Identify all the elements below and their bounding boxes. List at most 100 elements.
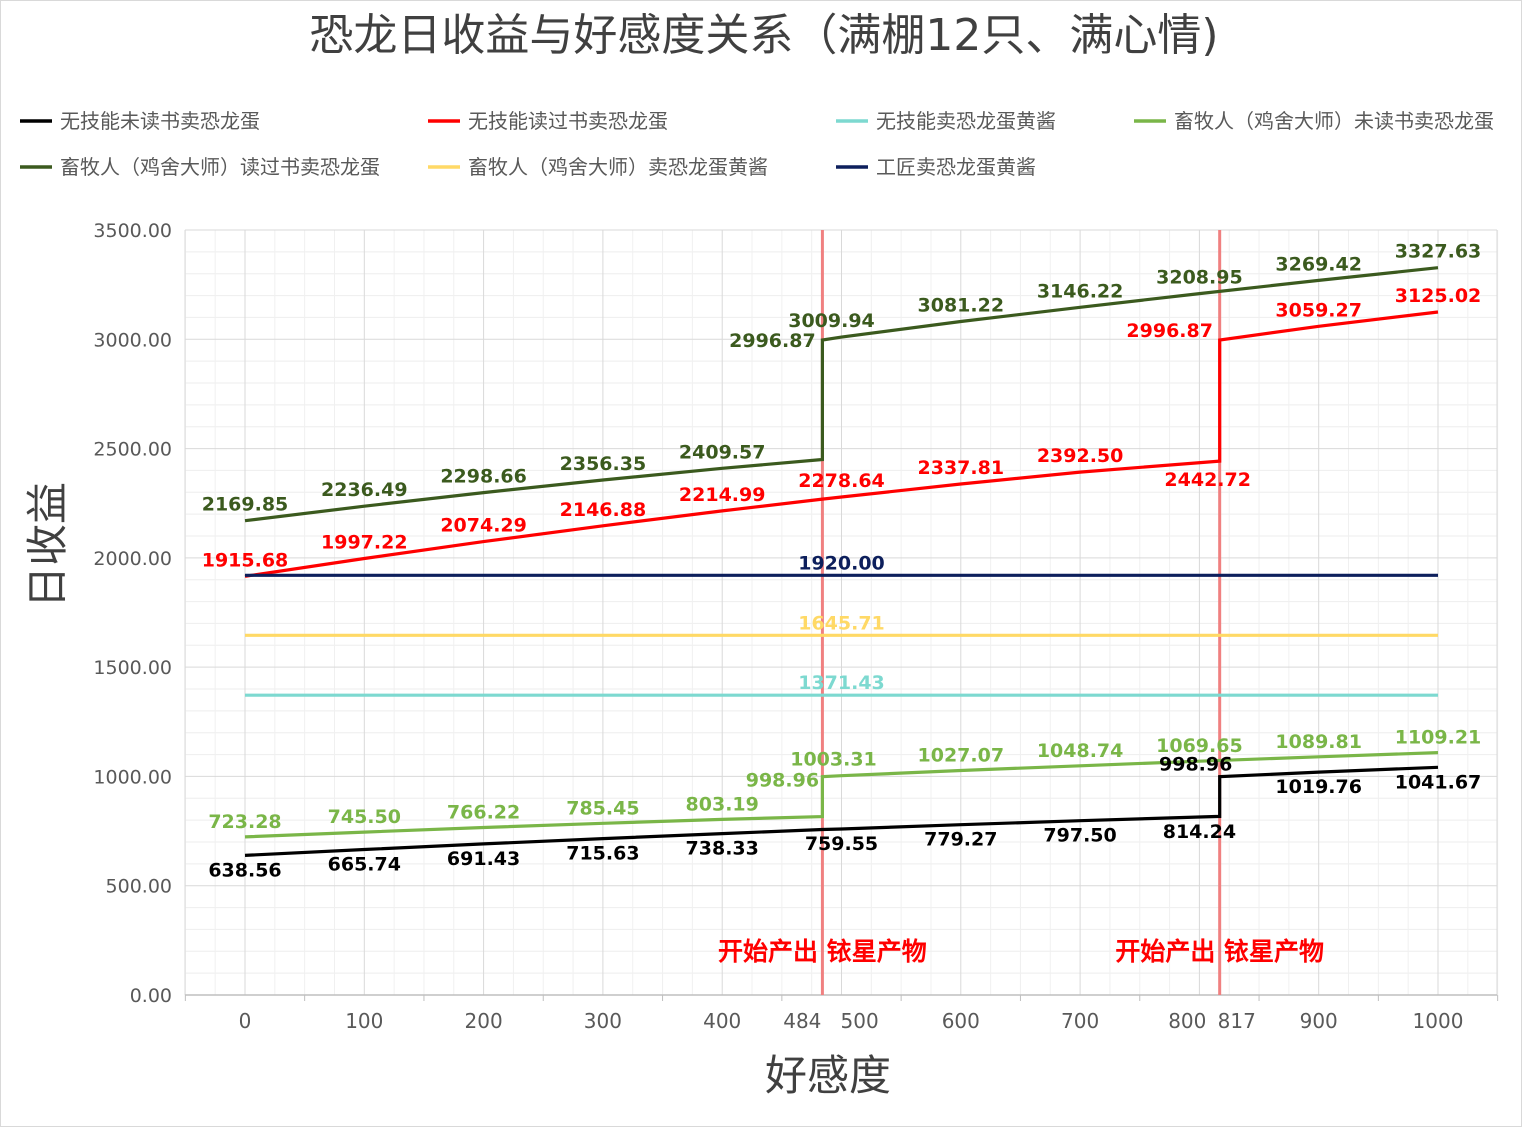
data-label: 759.55: [805, 833, 878, 855]
y-axis-title: 日收益: [23, 482, 72, 608]
series-line: [244, 310, 1439, 578]
legend-label: 无技能卖恐龙蛋黄酱: [876, 109, 1056, 133]
legend-label: 畜牧人（鸡舍大师）读过书卖恐龙蛋: [60, 155, 380, 179]
x-tick-label: 100: [345, 1009, 383, 1033]
legend-label: 畜牧人（鸡舍大师）未读书卖恐龙蛋: [1174, 109, 1494, 133]
data-label: 1371.43: [798, 672, 885, 694]
y-tick-label: 2500.00: [93, 439, 172, 461]
data-label: 998.96: [746, 770, 819, 792]
data-label: 2996.87: [1126, 320, 1213, 342]
series-lines: [244, 266, 1439, 857]
data-label: 1109.21: [1395, 727, 1482, 749]
data-label: 2442.72: [1164, 469, 1251, 491]
x-tick-label: 484: [783, 1009, 821, 1033]
legend-label: 无技能未读书卖恐龙蛋: [60, 109, 260, 133]
x-tick-label: 900: [1300, 1009, 1338, 1033]
x-tick-label: 300: [584, 1009, 622, 1033]
y-tick-label: 3500.00: [93, 220, 172, 242]
data-label: 1019.76: [1275, 776, 1362, 798]
data-label: 1027.07: [918, 745, 1005, 767]
data-label: 766.22: [447, 802, 520, 824]
legend-label: 无技能读过书卖恐龙蛋: [468, 109, 668, 133]
data-label: 2392.50: [1037, 445, 1124, 467]
chart-title: 恐龙日收益与好感度关系（满棚12只、满心情): [309, 10, 1218, 61]
data-label: 2236.49: [321, 479, 408, 501]
data-labels: 638.56 665.74 691.43 715.63 738.33 759.55 779.…: [202, 241, 1482, 882]
x-tick-label: 400: [703, 1009, 741, 1033]
data-label: 2409.57: [679, 441, 766, 463]
data-label: 1645.71: [798, 612, 885, 634]
x-axis-title: 好感度: [765, 1051, 891, 1100]
data-label: 785.45: [566, 797, 639, 819]
data-label: 3327.63: [1395, 241, 1482, 263]
data-label: 3146.22: [1037, 280, 1124, 302]
data-label: 3059.27: [1275, 299, 1362, 321]
data-label: 1069.65: [1156, 735, 1243, 757]
y-tick-label: 3000.00: [93, 329, 172, 351]
data-label: 723.28: [208, 811, 281, 833]
data-label: 1089.81: [1275, 731, 1362, 753]
legend-item: 工匠卖恐龙蛋黄酱: [836, 155, 1036, 179]
data-label: 638.56: [208, 859, 281, 881]
data-label: 1915.68: [202, 549, 289, 571]
data-label: 2214.99: [679, 484, 766, 506]
data-label: 691.43: [447, 848, 520, 870]
data-label: 2337.81: [918, 457, 1005, 479]
legend-label: 畜牧人（鸡舍大师）卖恐龙蛋黄酱: [468, 155, 768, 179]
data-label: 797.50: [1043, 825, 1116, 847]
data-label: 2169.85: [202, 494, 289, 516]
data-label: 3269.42: [1275, 253, 1362, 275]
x-tick-label: 600: [942, 1009, 980, 1033]
y-tick-label: 500.00: [106, 876, 172, 898]
x-tick-label: 800: [1168, 1009, 1206, 1033]
data-label: 2298.66: [440, 466, 527, 488]
data-label: 803.19: [686, 793, 759, 815]
data-label: 738.33: [686, 838, 759, 860]
x-tick-label: 700: [1061, 1009, 1099, 1033]
data-label: 1048.74: [1037, 740, 1124, 762]
y-tick-label: 2000.00: [93, 548, 172, 570]
data-label: 2074.29: [440, 515, 527, 537]
x-tick-label: 1000: [1413, 1009, 1464, 1033]
data-label: 779.27: [924, 829, 997, 851]
data-label: 3125.02: [1395, 285, 1482, 307]
data-label: 1041.67: [1395, 771, 1482, 793]
data-label: 745.50: [328, 806, 401, 828]
y-tick-label: 1500.00: [93, 657, 172, 679]
y-tick-label: 0.00: [130, 985, 172, 1007]
data-label: 2996.87: [729, 330, 816, 352]
x-tick-label: 200: [465, 1009, 503, 1033]
legend: 无技能未读书卖恐龙蛋 无技能读过书卖恐龙蛋 无技能卖恐龙蛋黄酱 畜牧人（鸡舍大师）未读…: [20, 109, 1494, 179]
data-label: 1920.00: [798, 552, 885, 574]
marker-annotation: 开始产出 铱星产物: [1115, 937, 1324, 966]
legend-item: 无技能读过书卖恐龙蛋: [428, 109, 668, 133]
gridlines: [184, 229, 1499, 996]
data-label: 665.74: [328, 853, 401, 875]
x-tick-label: 817: [1218, 1009, 1256, 1033]
x-tick-label: 0: [239, 1009, 252, 1033]
legend-item: 畜牧人（鸡舍大师）卖恐龙蛋黄酱: [428, 155, 768, 179]
data-label: 715.63: [566, 843, 639, 865]
data-label: 998.96: [1159, 754, 1232, 776]
data-label: 1997.22: [321, 531, 408, 553]
axes: 0.00 500.00 1000.00 1500.00 2000.00 2500.00 30…: [93, 220, 1499, 1033]
legend-item: 无技能未读书卖恐龙蛋: [20, 109, 260, 133]
data-label: 2146.88: [560, 499, 647, 521]
data-label: 2278.64: [798, 470, 885, 492]
series-line: [244, 765, 1439, 857]
legend-item: 畜牧人（鸡舍大师）未读书卖恐龙蛋: [1134, 109, 1494, 133]
series-line: [244, 266, 1439, 523]
data-label: 3208.95: [1156, 267, 1243, 289]
x-tick-label: 500: [841, 1009, 879, 1033]
legend-item: 无技能卖恐龙蛋黄酱: [836, 109, 1056, 133]
data-label: 1003.31: [790, 749, 877, 771]
data-label: 814.24: [1163, 821, 1236, 843]
legend-label: 工匠卖恐龙蛋黄酱: [876, 155, 1036, 179]
legend-item: 畜牧人（鸡舍大师）读过书卖恐龙蛋: [20, 155, 380, 179]
data-label: 3009.94: [788, 310, 875, 332]
data-label: 2356.35: [560, 453, 647, 475]
data-label: 3081.22: [918, 295, 1005, 317]
y-tick-label: 1000.00: [93, 766, 172, 788]
